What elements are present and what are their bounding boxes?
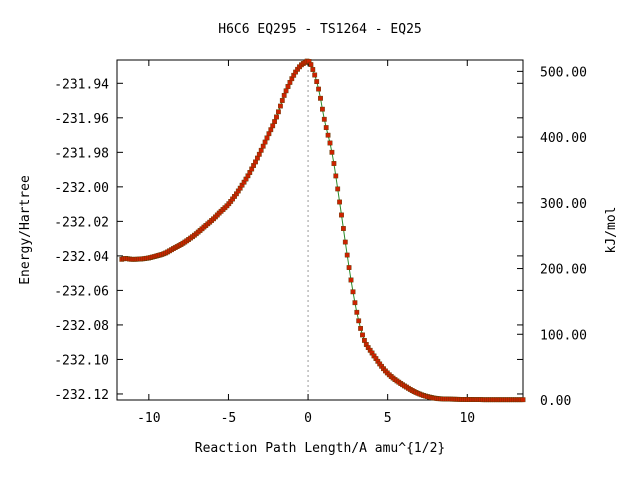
y-tick-label-2: -231.98 [54, 146, 109, 161]
series-line [121, 60, 523, 401]
data-point-73 [258, 147, 264, 153]
x-tick-label-2: 0 [304, 411, 312, 426]
data-point-123 [354, 309, 360, 315]
data-point-118 [344, 252, 350, 258]
data-point-102 [314, 79, 320, 85]
data-point-108 [325, 132, 331, 138]
y2-tick-label-2: 200.00 [540, 263, 587, 278]
x-axis-label: Reaction Path Length/A amu^{1/2} [195, 441, 445, 456]
data-point-126 [360, 332, 365, 338]
data-point-125 [358, 326, 363, 331]
y-tick-label-6: -232.06 [54, 284, 109, 299]
data-point-79 [270, 123, 276, 129]
data-point-72 [256, 151, 262, 157]
y-tick-label-3: -232.00 [54, 181, 109, 196]
data-point-106 [321, 116, 327, 122]
data-point-99 [308, 62, 314, 68]
data-point-77 [266, 131, 272, 137]
data-point-81 [274, 114, 279, 120]
data-point-113 [335, 186, 341, 192]
data-point-83 [278, 103, 283, 109]
data-point-120 [348, 277, 354, 283]
data-point-124 [356, 318, 362, 324]
data-point-119 [346, 265, 352, 270]
y-tick-label-9: -232.12 [54, 388, 109, 403]
data-point-210 [520, 397, 526, 403]
data-point-114 [337, 199, 342, 205]
x-tick-label-1: -5 [221, 411, 237, 426]
y2-tick-label-4: 400.00 [540, 131, 587, 146]
data-point-121 [350, 289, 356, 295]
y-tick-label-1: -231.96 [54, 112, 109, 127]
y-axis-right: 0.00 100.00 200.00 300.00 400.00 500.00 [517, 65, 587, 409]
series-markers [119, 58, 526, 403]
data-point-87 [285, 84, 291, 89]
y2-tick-label-1: 100.00 [540, 328, 587, 343]
x-tick-label-0: -10 [137, 411, 160, 426]
y-tick-label-0: -231.94 [54, 77, 109, 92]
data-point-100 [310, 67, 316, 72]
y2-tick-label-0: 0.00 [540, 394, 571, 409]
data-point-112 [333, 173, 339, 179]
data-point-76 [264, 135, 270, 141]
y2-tick-label-3: 300.00 [540, 197, 587, 212]
data-point-109 [327, 140, 333, 146]
y-axis-left: -231.94 -231.96 -231.98 -232.00 -232.02 -232.… [54, 77, 523, 403]
data-point-74 [260, 143, 266, 149]
data-point-116 [341, 226, 346, 231]
data-point-82 [276, 109, 281, 115]
y-tick-label-7: -232.08 [54, 319, 109, 334]
data-point-80 [272, 119, 277, 125]
y2-axis-label: kJ/mol [604, 207, 619, 254]
data-point-127 [362, 338, 367, 343]
y-axis-label: Energy/Hartree [18, 175, 33, 285]
data-point-111 [331, 161, 337, 166]
y-tick-label-8: -232.10 [54, 353, 109, 368]
data-point-105 [320, 106, 325, 112]
data-point-86 [283, 88, 289, 94]
data-point-75 [262, 139, 268, 145]
x-tick-label-4: 10 [459, 411, 475, 426]
y-tick-label-5: -232.04 [54, 250, 109, 265]
plot-frame [116, 59, 524, 401]
data-point-107 [323, 125, 329, 131]
data-point-104 [318, 95, 323, 101]
data-point-122 [352, 300, 358, 306]
data-point-117 [342, 239, 348, 245]
data-point-85 [281, 92, 287, 98]
chart-title: H6C6 EQ295 - TS1264 - EQ25 [218, 22, 422, 37]
data-point-115 [339, 212, 344, 218]
y2-tick-label-5: 500.00 [540, 65, 587, 80]
data-point-84 [279, 98, 285, 103]
data-point-101 [312, 72, 318, 78]
x-tick-label-3: 5 [384, 411, 392, 426]
data-point-103 [316, 86, 321, 92]
data-point-110 [329, 149, 335, 155]
y-tick-label-4: -232.02 [54, 215, 109, 230]
